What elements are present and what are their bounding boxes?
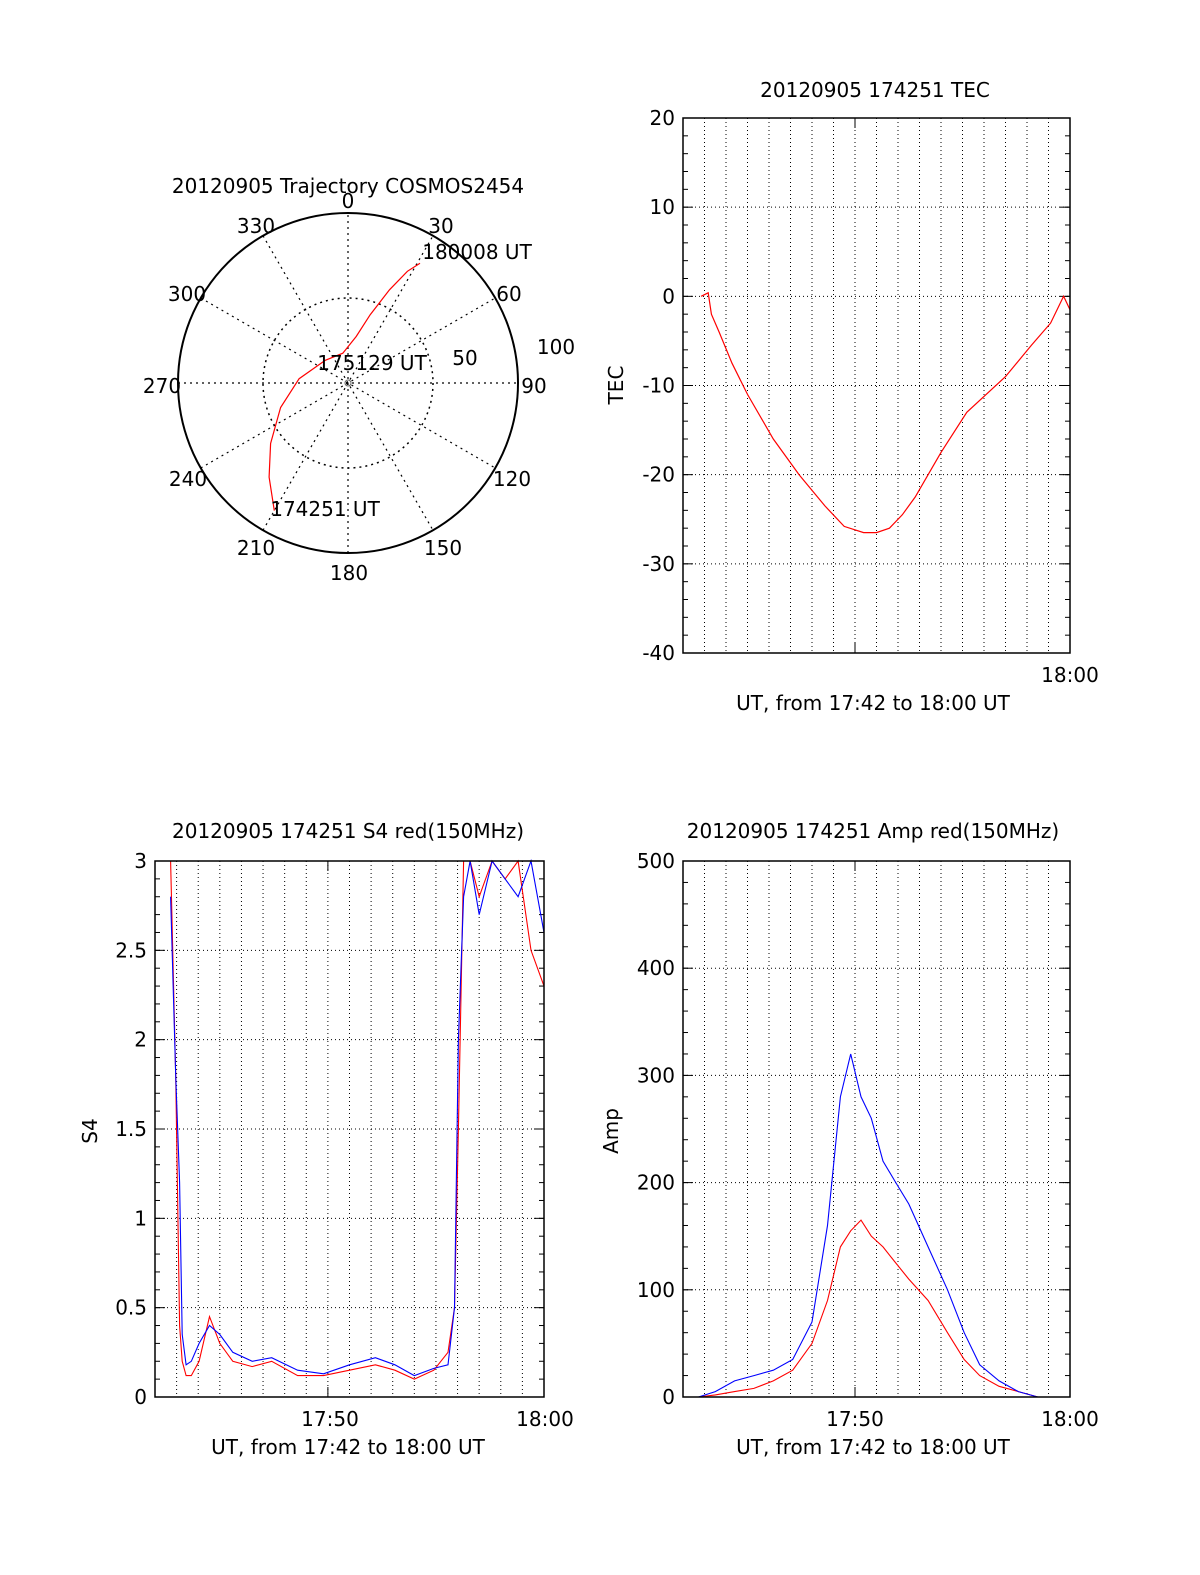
az-label-90: 90 [521, 374, 546, 398]
y-tick-label: 3 [134, 849, 147, 873]
grid [155, 861, 544, 1397]
azimuth-labels: 0 30 60 90 120 150 180 210 240 270 300 3… [143, 189, 575, 585]
chart-title: 20120905 174251 S4 red(150MHz) [172, 819, 524, 843]
amp-blue-series-line [698, 1053, 1070, 1398]
y-tick-label: 500 [637, 849, 675, 873]
az-label-180: 180 [330, 561, 368, 585]
az-label-30: 30 [428, 214, 453, 238]
x-tick-label-18-00: 18:00 [1041, 663, 1099, 687]
x-tick-label-17-50: 17:50 [301, 1407, 359, 1431]
y-tick-labels: 20 10 0 -10 -20 -30 -40 [642, 106, 675, 665]
chart-title: 20120905 174251 TEC [760, 78, 990, 102]
x-tick-label-17-50: 17:50 [826, 1407, 884, 1431]
plot-frame [154, 860, 545, 1398]
y-tick-labels: 0 0.5 1 1.5 2 2.5 3 [115, 849, 147, 1409]
az-label-300: 300 [168, 282, 206, 306]
amp-chart: 20120905 174251 Amp red(150MHz) 0 100 200 3… [599, 819, 1099, 1459]
az-label-270: 270 [143, 374, 181, 398]
y-tick-label: 100 [637, 1278, 675, 1302]
polar-trajectory-chart: 20120905 Trajectory COSMOS2454 0 30 60 9… [143, 174, 575, 585]
y-tick-label: 400 [637, 956, 675, 980]
y-tick-label: -40 [642, 641, 675, 665]
tec-series-line [700, 291, 1071, 534]
tec-chart: 20120905 174251 TEC 20 10 0 -10 -20 -30 -40 18… [604, 78, 1099, 715]
y-tick-label: 20 [650, 106, 675, 130]
y-axis-label: S4 [78, 1118, 102, 1143]
trajectory-line [268, 262, 421, 511]
y-tick-label: 200 [637, 1171, 675, 1195]
chart-title: 20120905 Trajectory COSMOS2454 [172, 174, 524, 198]
y-tick-label: -30 [642, 552, 675, 576]
s4-red-series-line [170, 859, 545, 1380]
annotation-end-time: 180008 UT [422, 240, 532, 264]
y-tick-label: 2 [134, 1028, 147, 1052]
y-tick-label: 300 [637, 1063, 675, 1087]
spoke-150 [262, 235, 434, 531]
y-tick-label: 2.5 [115, 938, 147, 962]
plot-frame [682, 860, 1071, 1398]
elevation-label-100: 100 [537, 335, 575, 359]
y-tick-label: 1.5 [115, 1117, 147, 1141]
y-tick-label: 0 [662, 284, 675, 308]
chart-title: 20120905 174251 Amp red(150MHz) [687, 819, 1059, 843]
center-point [344, 379, 352, 387]
x-axis-label: UT, from 17:42 to 18:00 UT [736, 691, 1011, 715]
y-tick-label: -20 [642, 463, 675, 487]
annotation-mid-time: 175129 UT [317, 351, 427, 375]
y-tick-label: 0 [662, 1385, 675, 1409]
az-label-330: 330 [237, 214, 275, 238]
y-tick-label: 1 [134, 1206, 147, 1230]
az-label-240: 240 [169, 467, 207, 491]
y-tick-label: -10 [642, 374, 675, 398]
x-axis-label: UT, from 17:42 to 18:00 UT [211, 1435, 486, 1459]
grid [683, 118, 1070, 653]
y-tick-label: 0.5 [115, 1296, 147, 1320]
az-label-60: 60 [496, 282, 521, 306]
x-axis-label: UT, from 17:42 to 18:00 UT [736, 1435, 1011, 1459]
y-axis-label: TEC [604, 366, 628, 406]
y-axis-label: Amp [599, 1108, 623, 1154]
az-label-120: 120 [493, 467, 531, 491]
azimuth-spokes [178, 213, 518, 553]
s4-blue-series-line [170, 858, 545, 1377]
y-tick-label: 0 [134, 1385, 147, 1409]
grid [683, 861, 1070, 1397]
annotation-start-time: 174251 UT [270, 497, 380, 521]
x-tick-label-18-00: 18:00 [1041, 1407, 1099, 1431]
elevation-label-50: 50 [452, 346, 477, 370]
az-label-0: 0 [342, 189, 355, 213]
x-tick-label-18-00: 18:00 [516, 1407, 574, 1431]
az-label-210: 210 [237, 536, 275, 560]
y-tick-labels: 0 100 200 300 400 500 [637, 849, 675, 1409]
y-tick-label: 10 [650, 195, 675, 219]
s4-chart: 20120905 174251 S4 red(150MHz) 0 0.5 1 1.5 2… [78, 819, 574, 1459]
az-label-150: 150 [424, 536, 462, 560]
plot-frame [682, 117, 1071, 654]
amp-red-series-line [698, 1219, 1070, 1398]
